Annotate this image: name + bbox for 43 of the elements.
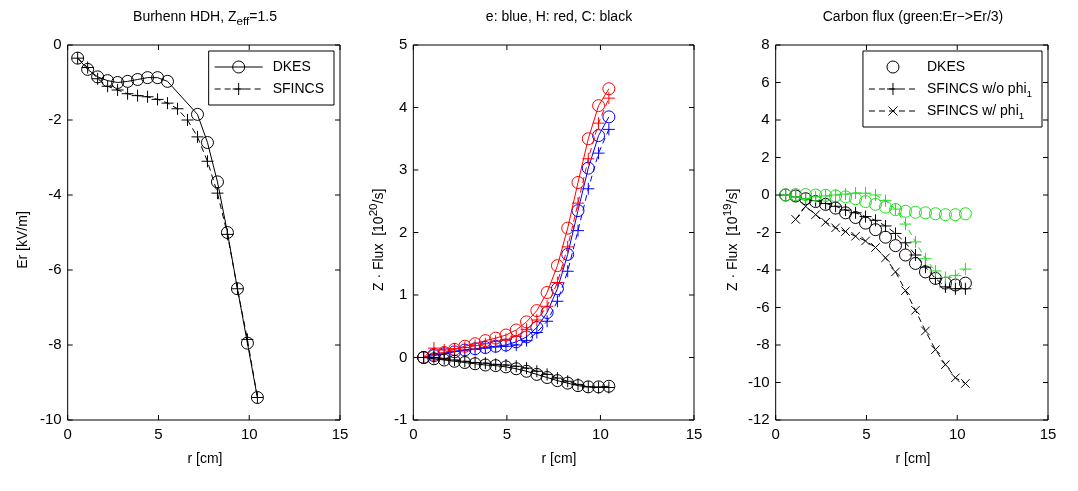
y-tick-label: 0 — [761, 185, 770, 203]
y-tick-label: 0 — [398, 347, 408, 365]
y-tick-label: 2 — [761, 147, 770, 165]
y-tick-label: -4 — [48, 185, 62, 203]
x-tick-label: 5 — [502, 425, 512, 443]
y-tick-label: 8 — [761, 35, 770, 53]
x-tick-label: 10 — [948, 425, 966, 443]
x-tick-label: 5 — [154, 425, 163, 443]
x-tick-label: 5 — [862, 425, 871, 443]
x-tick-label: 10 — [240, 425, 258, 443]
legend-label: SFINCS — [272, 79, 325, 96]
y-tick-label: -8 — [48, 335, 62, 353]
y-tick-label: -1 — [393, 410, 408, 428]
legend-label: DKES — [272, 57, 311, 74]
x-tick-label: 15 — [1039, 425, 1057, 443]
x-tick-label: 15 — [685, 425, 703, 443]
y-tick-label: -8 — [756, 335, 770, 353]
chart-title: Carbon flux (green:Er−>Er/3) — [821, 8, 1004, 26]
y-tick-label: -4 — [756, 260, 770, 278]
legend-label: DKES — [926, 57, 966, 74]
y-tick-label: 6 — [761, 72, 770, 90]
y-tick-label: -2 — [756, 222, 770, 240]
chart-title: e: blue, H: red, C: black — [484, 8, 633, 26]
x-tick-label: 15 — [331, 425, 349, 443]
chart-title: Burhenn HDH, Z$_{eff}$=1.5 — [132, 8, 277, 29]
y-tick-label: -10 — [747, 372, 770, 390]
y-tick-label: 3 — [398, 160, 408, 178]
y-tick-label: 2 — [398, 222, 408, 240]
x-axis-title: r [cm] — [894, 450, 931, 466]
y-tick-label: 4 — [398, 97, 408, 115]
y-tick-label: 1 — [398, 285, 408, 303]
y-tick-label: 0 — [53, 35, 62, 53]
y-tick-label: 5 — [398, 35, 408, 53]
y-tick-label: -10 — [39, 410, 62, 428]
y-tick-label: -12 — [747, 410, 770, 428]
x-tick-label: 10 — [592, 425, 609, 443]
x-axis-title: r [cm] — [186, 450, 223, 466]
y-axis-title: Er [kV/m] — [14, 211, 30, 269]
y-tick-label: -6 — [48, 260, 62, 278]
y-tick-label: -2 — [48, 110, 62, 128]
y-tick-label: -6 — [756, 297, 770, 315]
x-axis-title: r [cm] — [540, 450, 577, 466]
y-tick-label: 4 — [761, 110, 770, 128]
